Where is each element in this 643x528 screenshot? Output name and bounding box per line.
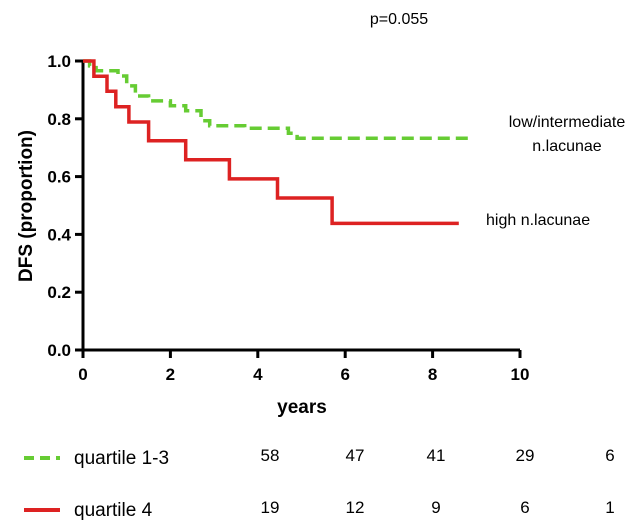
risk-row-label: quartile 1-3: [74, 448, 169, 469]
x-ticks: 0 2 4 6 8 10: [78, 350, 529, 384]
risk-count: 12: [346, 498, 365, 517]
y-tick-label: 0.4: [47, 225, 71, 244]
risk-table: quartile 1-3 58 47 41 29 6 quartile 4 19 12 9 6 1: [24, 446, 615, 521]
x-tick-label: 4: [253, 365, 263, 384]
p-value-annotation: p=0.055: [370, 11, 428, 28]
curve-quartile-4: [83, 59, 459, 226]
risk-count: 9: [431, 498, 440, 517]
risk-count: 1: [605, 498, 614, 517]
y-tick-label: 1.0: [47, 52, 71, 71]
y-ticks: 0.0 0.2 0.4 0.6 0.8 1.0: [47, 52, 83, 360]
survival-curves: [83, 59, 472, 226]
risk-row-label: quartile 4: [74, 500, 153, 521]
x-tick-label: 2: [166, 365, 175, 384]
axes: [81, 61, 520, 352]
y-axis-title: DFS (proportion): [16, 130, 37, 282]
x-tick-label: 6: [340, 365, 349, 384]
y-tick-label: 0.2: [47, 283, 71, 302]
end-label-high: high n.lacunae: [486, 212, 590, 229]
x-axis-title: years: [277, 397, 327, 418]
risk-count: 58: [261, 446, 280, 465]
end-label-low-intermediate: low/intermediate: [509, 114, 626, 131]
risk-count: 41: [427, 446, 446, 465]
y-tick-label: 0.0: [47, 341, 71, 360]
risk-count: 47: [346, 446, 365, 465]
risk-count: 29: [516, 446, 535, 465]
risk-count: 19: [261, 498, 280, 517]
end-label-low-intermediate: n.lacunae: [532, 138, 601, 155]
x-tick-label: 10: [511, 365, 530, 384]
curve-end-labels: low/intermediate n.lacunae high n.lacunae: [486, 114, 625, 229]
x-tick-label: 8: [428, 365, 437, 384]
x-tick-label: 0: [78, 365, 87, 384]
risk-count: 6: [605, 446, 614, 465]
curve-quartile-1-3: [83, 59, 472, 140]
risk-count: 6: [520, 498, 529, 517]
y-tick-label: 0.8: [47, 110, 71, 129]
y-tick-label: 0.6: [47, 168, 71, 187]
